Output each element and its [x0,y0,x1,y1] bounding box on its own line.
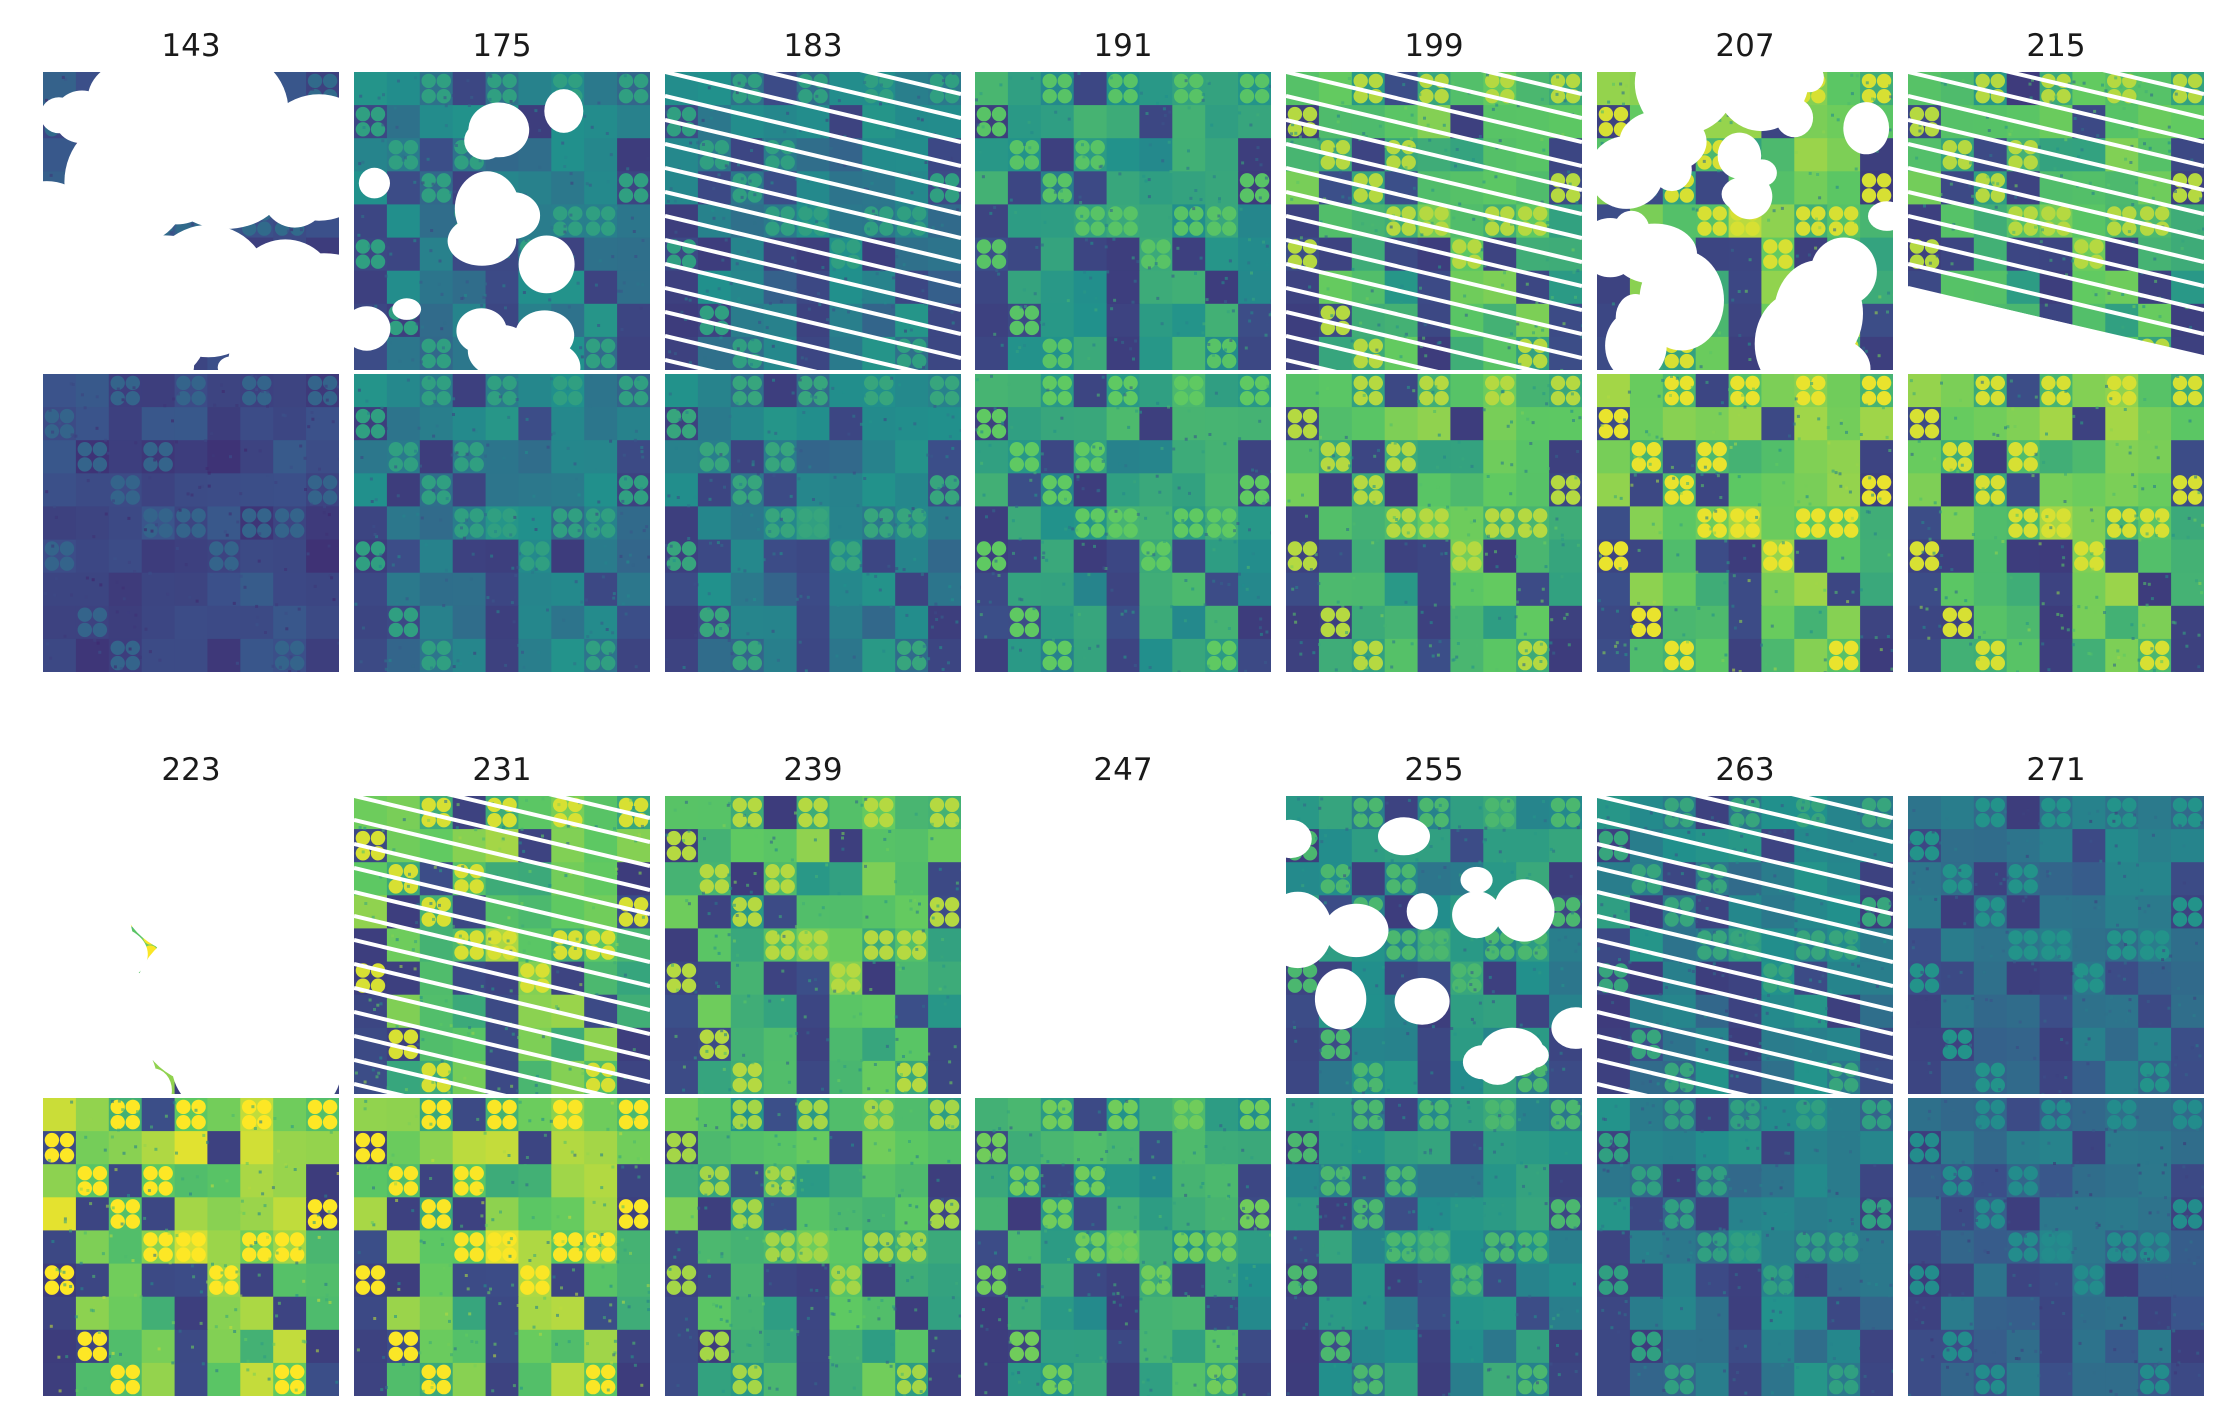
observed-map-191 [975,72,1271,370]
observed-map-207 [1597,72,1893,370]
observed-image-231 [354,796,650,1094]
observed-image-215 [1908,72,2204,370]
observed-map-143 [43,72,339,370]
observed-image-191 [975,72,1271,370]
observed-map-175 [354,72,650,370]
reconstructed-image-191 [975,374,1271,672]
observed-map-199 [1286,72,1582,370]
panel-title-143: 143 [161,28,221,64]
reconstructed-map-271 [1908,1098,2204,1396]
reconstructed-image-175 [354,374,650,672]
panel-title-191: 191 [1093,28,1153,64]
observed-map-263 [1597,796,1893,1094]
panel-title-239: 239 [783,752,843,788]
reconstructed-map-215 [1908,374,2204,672]
panel-title-231: 231 [472,752,532,788]
reconstructed-map-255 [1286,1098,1582,1396]
reconstructed-map-239 [665,1098,961,1396]
observed-map-255 [1286,796,1582,1094]
observed-image-271 [1908,796,2204,1094]
reconstructed-image-271 [1908,1098,2204,1396]
reconstructed-image-263 [1597,1098,1893,1396]
panel-title-199: 199 [1404,28,1464,64]
panel-title-255: 255 [1404,752,1464,788]
reconstructed-map-247 [975,1098,1271,1396]
observed-image-239 [665,796,961,1094]
reconstructed-image-207 [1597,374,1893,672]
observed-image-207 [1597,72,1893,370]
reconstructed-image-215 [1908,374,2204,672]
panel-title-215: 215 [2026,28,2086,64]
observed-image-263 [1597,796,1893,1094]
panel-title-183: 183 [783,28,843,64]
reconstructed-image-247 [975,1098,1271,1396]
observed-map-231 [354,796,650,1094]
reconstructed-map-207 [1597,374,1893,672]
reconstructed-image-255 [1286,1098,1582,1396]
observed-map-239 [665,796,961,1094]
observed-map-271 [1908,796,2204,1094]
reconstructed-image-143 [43,374,339,672]
panel-title-271: 271 [2026,752,2086,788]
reconstructed-map-143 [43,374,339,672]
reconstructed-map-199 [1286,374,1582,672]
reconstructed-image-183 [665,374,961,672]
observed-map-215 [1908,72,2204,370]
reconstructed-map-183 [665,374,961,672]
observed-image-255 [1286,796,1582,1094]
observed-image-183 [665,72,961,370]
reconstructed-map-263 [1597,1098,1893,1396]
panel-title-223: 223 [161,752,221,788]
panel-title-263: 263 [1715,752,1775,788]
observed-map-183 [665,72,961,370]
panel-title-175: 175 [472,28,532,64]
observed-image-175 [354,72,650,370]
reconstructed-map-223 [43,1098,339,1396]
reconstructed-map-231 [354,1098,650,1396]
reconstructed-image-223 [43,1098,339,1396]
panel-title-247: 247 [1093,752,1153,788]
reconstructed-image-239 [665,1098,961,1396]
observed-image-247 [975,796,1271,1094]
reconstructed-image-231 [354,1098,650,1396]
reconstructed-image-199 [1286,374,1582,672]
panel-title-207: 207 [1715,28,1775,64]
observed-image-143 [43,72,339,370]
observed-image-199 [1286,72,1582,370]
observed-image-223 [43,796,339,1094]
observed-map-223 [43,796,339,1094]
reconstructed-map-175 [354,374,650,672]
observed-map-247 [975,796,1271,1094]
reconstructed-map-191 [975,374,1271,672]
